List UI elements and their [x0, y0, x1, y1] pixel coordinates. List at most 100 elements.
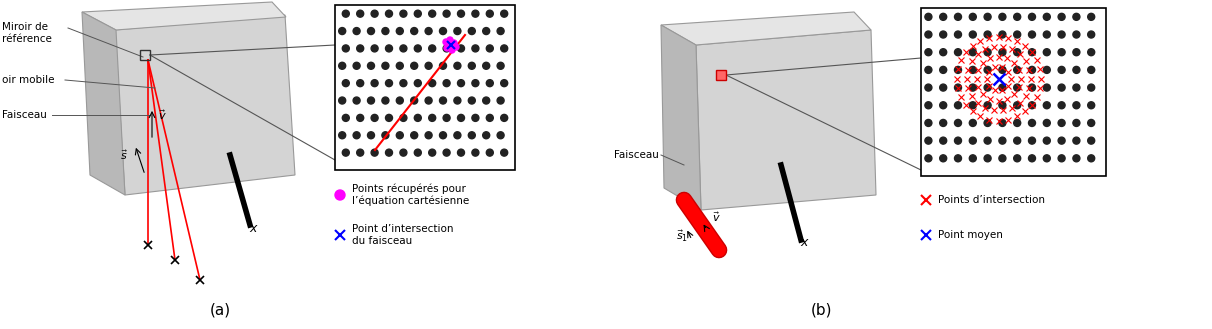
- Circle shape: [356, 10, 364, 17]
- Circle shape: [396, 62, 404, 69]
- Circle shape: [444, 114, 450, 121]
- Circle shape: [411, 28, 418, 35]
- Circle shape: [396, 132, 404, 139]
- Circle shape: [335, 190, 345, 200]
- Circle shape: [999, 49, 1006, 56]
- Polygon shape: [661, 25, 701, 210]
- Bar: [921, 8, 1107, 176]
- Circle shape: [486, 80, 493, 87]
- Circle shape: [1029, 84, 1035, 91]
- Circle shape: [1058, 155, 1065, 162]
- Circle shape: [342, 149, 349, 156]
- Circle shape: [453, 44, 459, 50]
- Circle shape: [1013, 102, 1021, 109]
- Circle shape: [486, 149, 493, 156]
- Circle shape: [984, 155, 991, 162]
- Circle shape: [444, 80, 450, 87]
- Circle shape: [1073, 137, 1080, 144]
- Circle shape: [353, 62, 360, 69]
- Circle shape: [1073, 66, 1080, 73]
- Circle shape: [984, 13, 991, 20]
- Circle shape: [501, 10, 508, 17]
- Circle shape: [468, 62, 475, 69]
- Circle shape: [1029, 66, 1035, 73]
- Circle shape: [1044, 137, 1051, 144]
- Circle shape: [400, 114, 407, 121]
- Circle shape: [999, 155, 1006, 162]
- Circle shape: [400, 149, 407, 156]
- Circle shape: [1044, 102, 1051, 109]
- Circle shape: [482, 28, 490, 35]
- Circle shape: [1013, 13, 1021, 20]
- Circle shape: [454, 62, 461, 69]
- Circle shape: [939, 49, 947, 56]
- Circle shape: [1029, 119, 1035, 126]
- Circle shape: [342, 80, 349, 87]
- Circle shape: [955, 119, 961, 126]
- Circle shape: [444, 45, 450, 52]
- Circle shape: [356, 45, 364, 52]
- Circle shape: [970, 155, 977, 162]
- Circle shape: [367, 28, 375, 35]
- Circle shape: [482, 132, 490, 139]
- Text: x: x: [250, 221, 257, 235]
- Circle shape: [425, 132, 433, 139]
- Circle shape: [1073, 31, 1080, 38]
- Circle shape: [451, 40, 457, 46]
- Circle shape: [338, 97, 345, 104]
- Circle shape: [999, 66, 1006, 73]
- Circle shape: [955, 31, 961, 38]
- Circle shape: [984, 102, 991, 109]
- Circle shape: [925, 119, 932, 126]
- Circle shape: [385, 45, 393, 52]
- Text: $\vec{s}_1$: $\vec{s}_1$: [676, 228, 688, 244]
- Circle shape: [925, 31, 932, 38]
- Circle shape: [444, 45, 450, 51]
- Circle shape: [1013, 84, 1021, 91]
- Circle shape: [925, 102, 932, 109]
- Circle shape: [955, 84, 961, 91]
- Text: $\vec{s}$: $\vec{s}$: [120, 148, 128, 162]
- Circle shape: [440, 97, 446, 104]
- Circle shape: [497, 62, 504, 69]
- Circle shape: [1013, 66, 1021, 73]
- Circle shape: [925, 84, 932, 91]
- Circle shape: [440, 132, 446, 139]
- Circle shape: [353, 132, 360, 139]
- Circle shape: [1044, 31, 1051, 38]
- Circle shape: [955, 137, 961, 144]
- Circle shape: [471, 80, 479, 87]
- Circle shape: [429, 10, 435, 17]
- Circle shape: [939, 84, 947, 91]
- Circle shape: [457, 45, 464, 52]
- Circle shape: [382, 62, 389, 69]
- Circle shape: [385, 149, 393, 156]
- Circle shape: [448, 47, 454, 53]
- Circle shape: [1073, 13, 1080, 20]
- Text: oir mobile: oir mobile: [2, 75, 55, 85]
- Circle shape: [1044, 84, 1051, 91]
- Polygon shape: [82, 12, 125, 195]
- Circle shape: [367, 62, 375, 69]
- Circle shape: [482, 62, 490, 69]
- Circle shape: [1029, 49, 1035, 56]
- Circle shape: [1087, 49, 1094, 56]
- Circle shape: [939, 119, 947, 126]
- Circle shape: [1087, 155, 1094, 162]
- Circle shape: [501, 45, 508, 52]
- Circle shape: [970, 137, 977, 144]
- Circle shape: [385, 10, 393, 17]
- Circle shape: [468, 28, 475, 35]
- Circle shape: [1058, 66, 1065, 73]
- Circle shape: [1073, 119, 1080, 126]
- Circle shape: [984, 119, 991, 126]
- Circle shape: [925, 137, 932, 144]
- Circle shape: [342, 114, 349, 121]
- Circle shape: [353, 28, 360, 35]
- Circle shape: [415, 114, 422, 121]
- Text: $\vec{v}$: $\vec{v}$: [158, 108, 167, 122]
- Circle shape: [1058, 137, 1065, 144]
- Circle shape: [955, 13, 961, 20]
- Bar: [335, 5, 515, 170]
- Circle shape: [1058, 49, 1065, 56]
